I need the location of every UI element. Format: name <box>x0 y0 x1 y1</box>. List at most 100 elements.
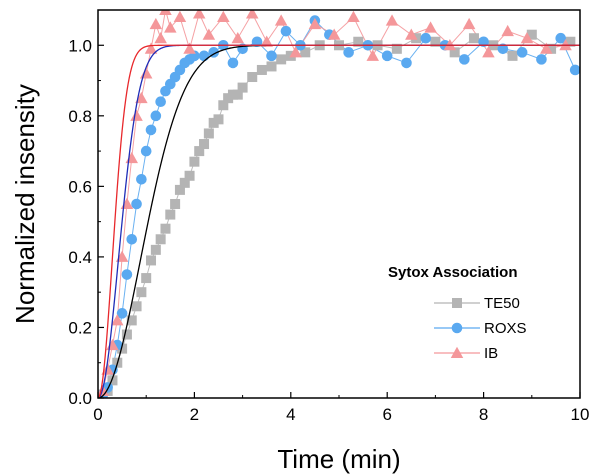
legend-label-ib: IB <box>484 345 498 362</box>
data-point-roxs <box>536 54 547 65</box>
data-point-te50 <box>117 343 128 354</box>
data-point-ib <box>202 28 216 40</box>
data-point-roxs <box>140 145 152 157</box>
x-tick-label: 4 <box>286 405 295 424</box>
data-point-roxs <box>569 64 580 76</box>
y-tick-label: 1.0 <box>68 36 92 55</box>
data-point-ib <box>192 10 206 19</box>
data-point-ib <box>424 21 437 33</box>
data-point-ib <box>347 10 360 23</box>
x-tick-label: 2 <box>190 405 199 424</box>
data-point-ib <box>327 28 341 40</box>
data-point-ib <box>217 10 230 23</box>
data-point-te50 <box>430 36 441 47</box>
data-point-roxs <box>266 50 277 62</box>
data-point-ib <box>501 24 514 37</box>
data-point-ib <box>482 46 495 58</box>
data-point-te50 <box>131 301 142 312</box>
data-point-te50 <box>155 234 166 245</box>
data-point-ib <box>231 31 245 44</box>
data-point-te50 <box>184 170 195 181</box>
data-point-ib <box>520 31 534 44</box>
data-point-roxs <box>131 198 142 210</box>
data-point-ib <box>125 151 138 164</box>
data-point-roxs <box>155 96 166 108</box>
data-point-te50 <box>546 43 557 54</box>
data-point-te50 <box>218 100 229 111</box>
data-point-roxs <box>459 54 470 65</box>
fit-curve-te50 <box>98 44 580 398</box>
data-point-te50 <box>266 61 277 72</box>
data-point-te50 <box>565 36 576 47</box>
data-point-ib <box>289 46 302 58</box>
data-points <box>98 10 580 398</box>
data-point-roxs <box>381 50 393 62</box>
data-point-ib <box>366 49 379 61</box>
data-point-te50 <box>232 89 243 100</box>
legend-marker-roxs <box>451 322 463 334</box>
data-point-te50 <box>136 287 147 298</box>
y-tick-label: 0.4 <box>68 248 92 267</box>
data-point-te50 <box>449 47 460 58</box>
data-point-ib <box>135 91 148 104</box>
data-point-roxs <box>227 57 239 69</box>
data-point-te50 <box>141 273 152 284</box>
data-point-roxs <box>198 50 210 62</box>
data-point-te50 <box>146 255 157 266</box>
y-tick-label: 0.8 <box>68 107 92 126</box>
y-axis-title: Normalized insensity <box>10 84 40 324</box>
y-tick-label: 0.0 <box>68 389 92 408</box>
data-point-te50 <box>160 223 171 234</box>
data-point-roxs <box>145 124 157 136</box>
data-point-ib <box>144 42 158 54</box>
data-point-te50 <box>199 139 210 150</box>
data-point-te50 <box>353 36 364 47</box>
legend-label-roxs: ROXS <box>484 320 527 337</box>
y-axis-ticks: 0.0 0.2 0.4 0.6 0.8 1.0 <box>68 9 104 408</box>
fit-curve-roxs <box>98 44 580 398</box>
legend: Sytox Association TE50 ROXS IB <box>388 264 527 362</box>
x-tick-label: 8 <box>479 405 488 424</box>
fit-curve-ib <box>98 44 580 398</box>
data-point-roxs <box>121 269 133 280</box>
data-point-ib <box>149 17 163 30</box>
data-point-te50 <box>526 29 537 40</box>
x-axis-ticks: 0 2 4 6 8 10 <box>93 392 589 424</box>
data-point-roxs <box>401 57 412 69</box>
data-point-te50 <box>507 50 518 61</box>
data-point-te50 <box>237 82 248 93</box>
data-point-te50 <box>174 184 185 195</box>
data-point-te50 <box>121 329 132 340</box>
data-point-roxs <box>478 36 489 48</box>
data-point-ib <box>111 314 124 326</box>
data-point-te50 <box>107 375 118 386</box>
data-point-te50 <box>468 33 479 44</box>
data-point-roxs <box>150 110 162 122</box>
data-point-ib <box>462 17 476 30</box>
x-tick-label: 0 <box>93 405 102 424</box>
x-axis-title: Time (min) <box>277 444 400 474</box>
data-point-roxs <box>116 308 128 319</box>
data-point-roxs <box>280 25 292 37</box>
data-point-te50 <box>179 177 190 188</box>
data-point-te50 <box>165 209 176 220</box>
data-point-roxs <box>497 43 509 55</box>
data-point-te50 <box>391 43 402 54</box>
data-point-te50 <box>256 64 267 75</box>
data-point-ib <box>405 28 418 40</box>
data-point-te50 <box>213 114 224 125</box>
data-point-te50 <box>189 156 200 167</box>
data-point-ib <box>120 197 134 209</box>
data-point-roxs <box>343 47 354 58</box>
data-point-te50 <box>194 146 205 157</box>
data-point-roxs <box>555 32 567 44</box>
x-tick-label: 6 <box>382 405 391 424</box>
data-point-roxs <box>126 233 138 245</box>
data-point-ib <box>159 10 172 15</box>
legend-title: Sytox Association <box>388 264 517 281</box>
data-point-ib <box>385 14 399 26</box>
data-point-roxs <box>420 32 432 44</box>
data-point-te50 <box>126 315 137 326</box>
data-point-ib <box>101 363 114 375</box>
